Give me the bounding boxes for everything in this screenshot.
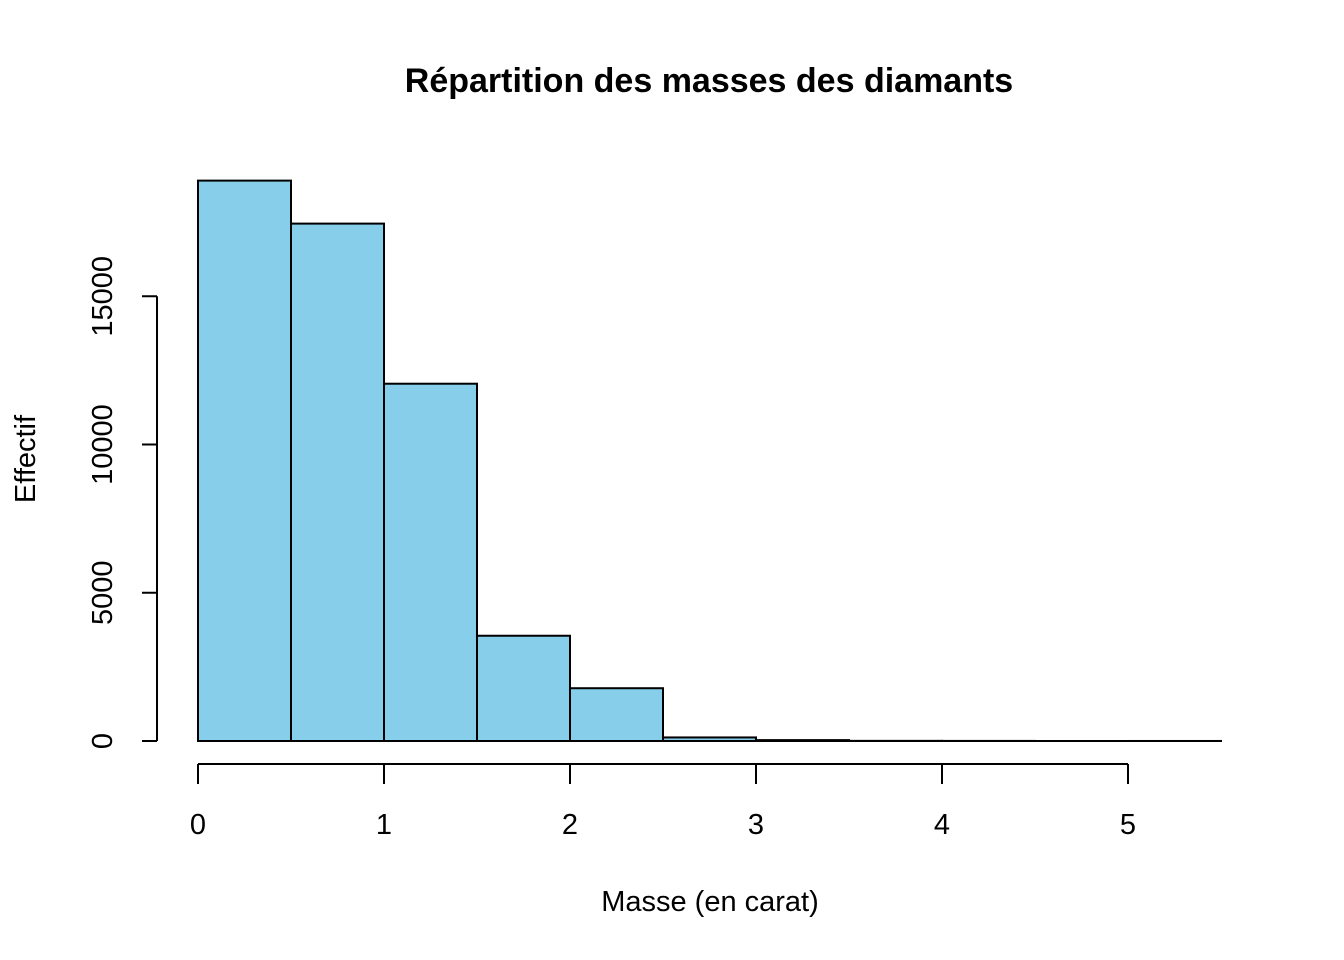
histogram-bar — [476, 634, 571, 742]
x-axis-label: Masse (en carat) — [601, 886, 819, 918]
histogram-bar — [197, 179, 292, 743]
x-tick-label: 4 — [934, 809, 950, 841]
histogram-bar — [290, 222, 385, 743]
y-axis-label: Effectif — [10, 414, 42, 503]
histogram-bar — [569, 687, 664, 743]
x-tick-label: 1 — [376, 809, 392, 841]
chart-title: Répartition des masses des diamants — [405, 62, 1013, 100]
x-tick-label: 3 — [748, 809, 764, 841]
y-tick-label: 10000 — [87, 404, 119, 485]
x-axis: 0 1 2 3 4 5 — [190, 740, 1221, 841]
x-tick-label: 0 — [190, 809, 206, 841]
y-tick-label: 5000 — [87, 560, 119, 625]
x-tick-label: 2 — [562, 809, 578, 841]
y-tick-label: 0 — [87, 733, 119, 749]
histogram-bars — [197, 179, 1222, 743]
y-tick-label: 15000 — [87, 256, 119, 337]
x-tick-label: 5 — [1120, 809, 1136, 841]
histogram-bar — [383, 382, 478, 742]
y-axis: 0 5000 10000 15000 — [87, 256, 158, 749]
